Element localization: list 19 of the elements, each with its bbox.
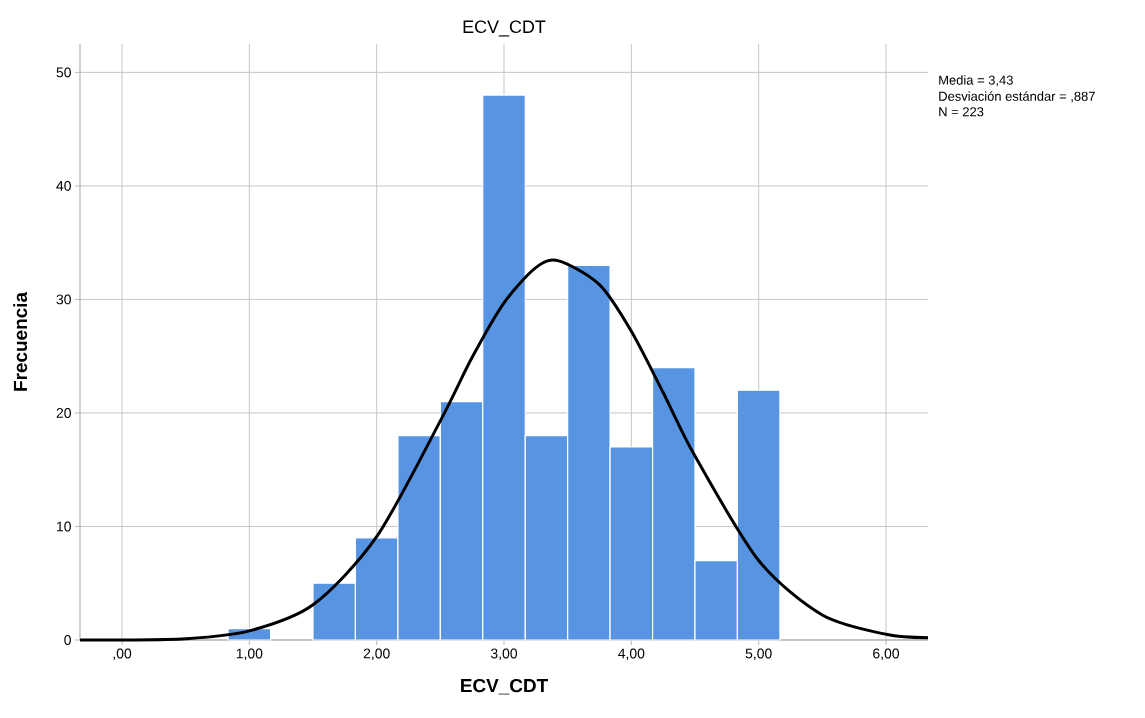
x-axis-title: ECV_CDT: [461, 678, 548, 695]
x-tick-label: 5,00: [745, 648, 772, 661]
x-tick-label: 4,00: [618, 648, 645, 661]
y-tick-label: 30: [56, 294, 71, 305]
y-tick-label: 50: [56, 67, 71, 78]
text: Media = 3,43: [939, 75, 1013, 87]
chart-title: ECV_CDT: [463, 20, 546, 37]
y-tick-label: 10: [57, 521, 71, 532]
y-tick-label: 40: [56, 180, 71, 191]
text: Desviación estándar = ,887: [939, 91, 1095, 103]
y-axis-title: Frecuencia: [13, 291, 28, 391]
y-tick-label: 0: [64, 635, 71, 645]
x-tick-label: ,00: [113, 648, 132, 661]
x-tick-label: 2,00: [363, 648, 390, 661]
x-tick-label: 1,00: [236, 648, 263, 661]
x-tick-label: 6,00: [873, 648, 900, 661]
y-tick-label: 20: [56, 408, 71, 418]
text: N = 223: [939, 107, 984, 117]
x-tick-label: 3,00: [490, 648, 518, 661]
